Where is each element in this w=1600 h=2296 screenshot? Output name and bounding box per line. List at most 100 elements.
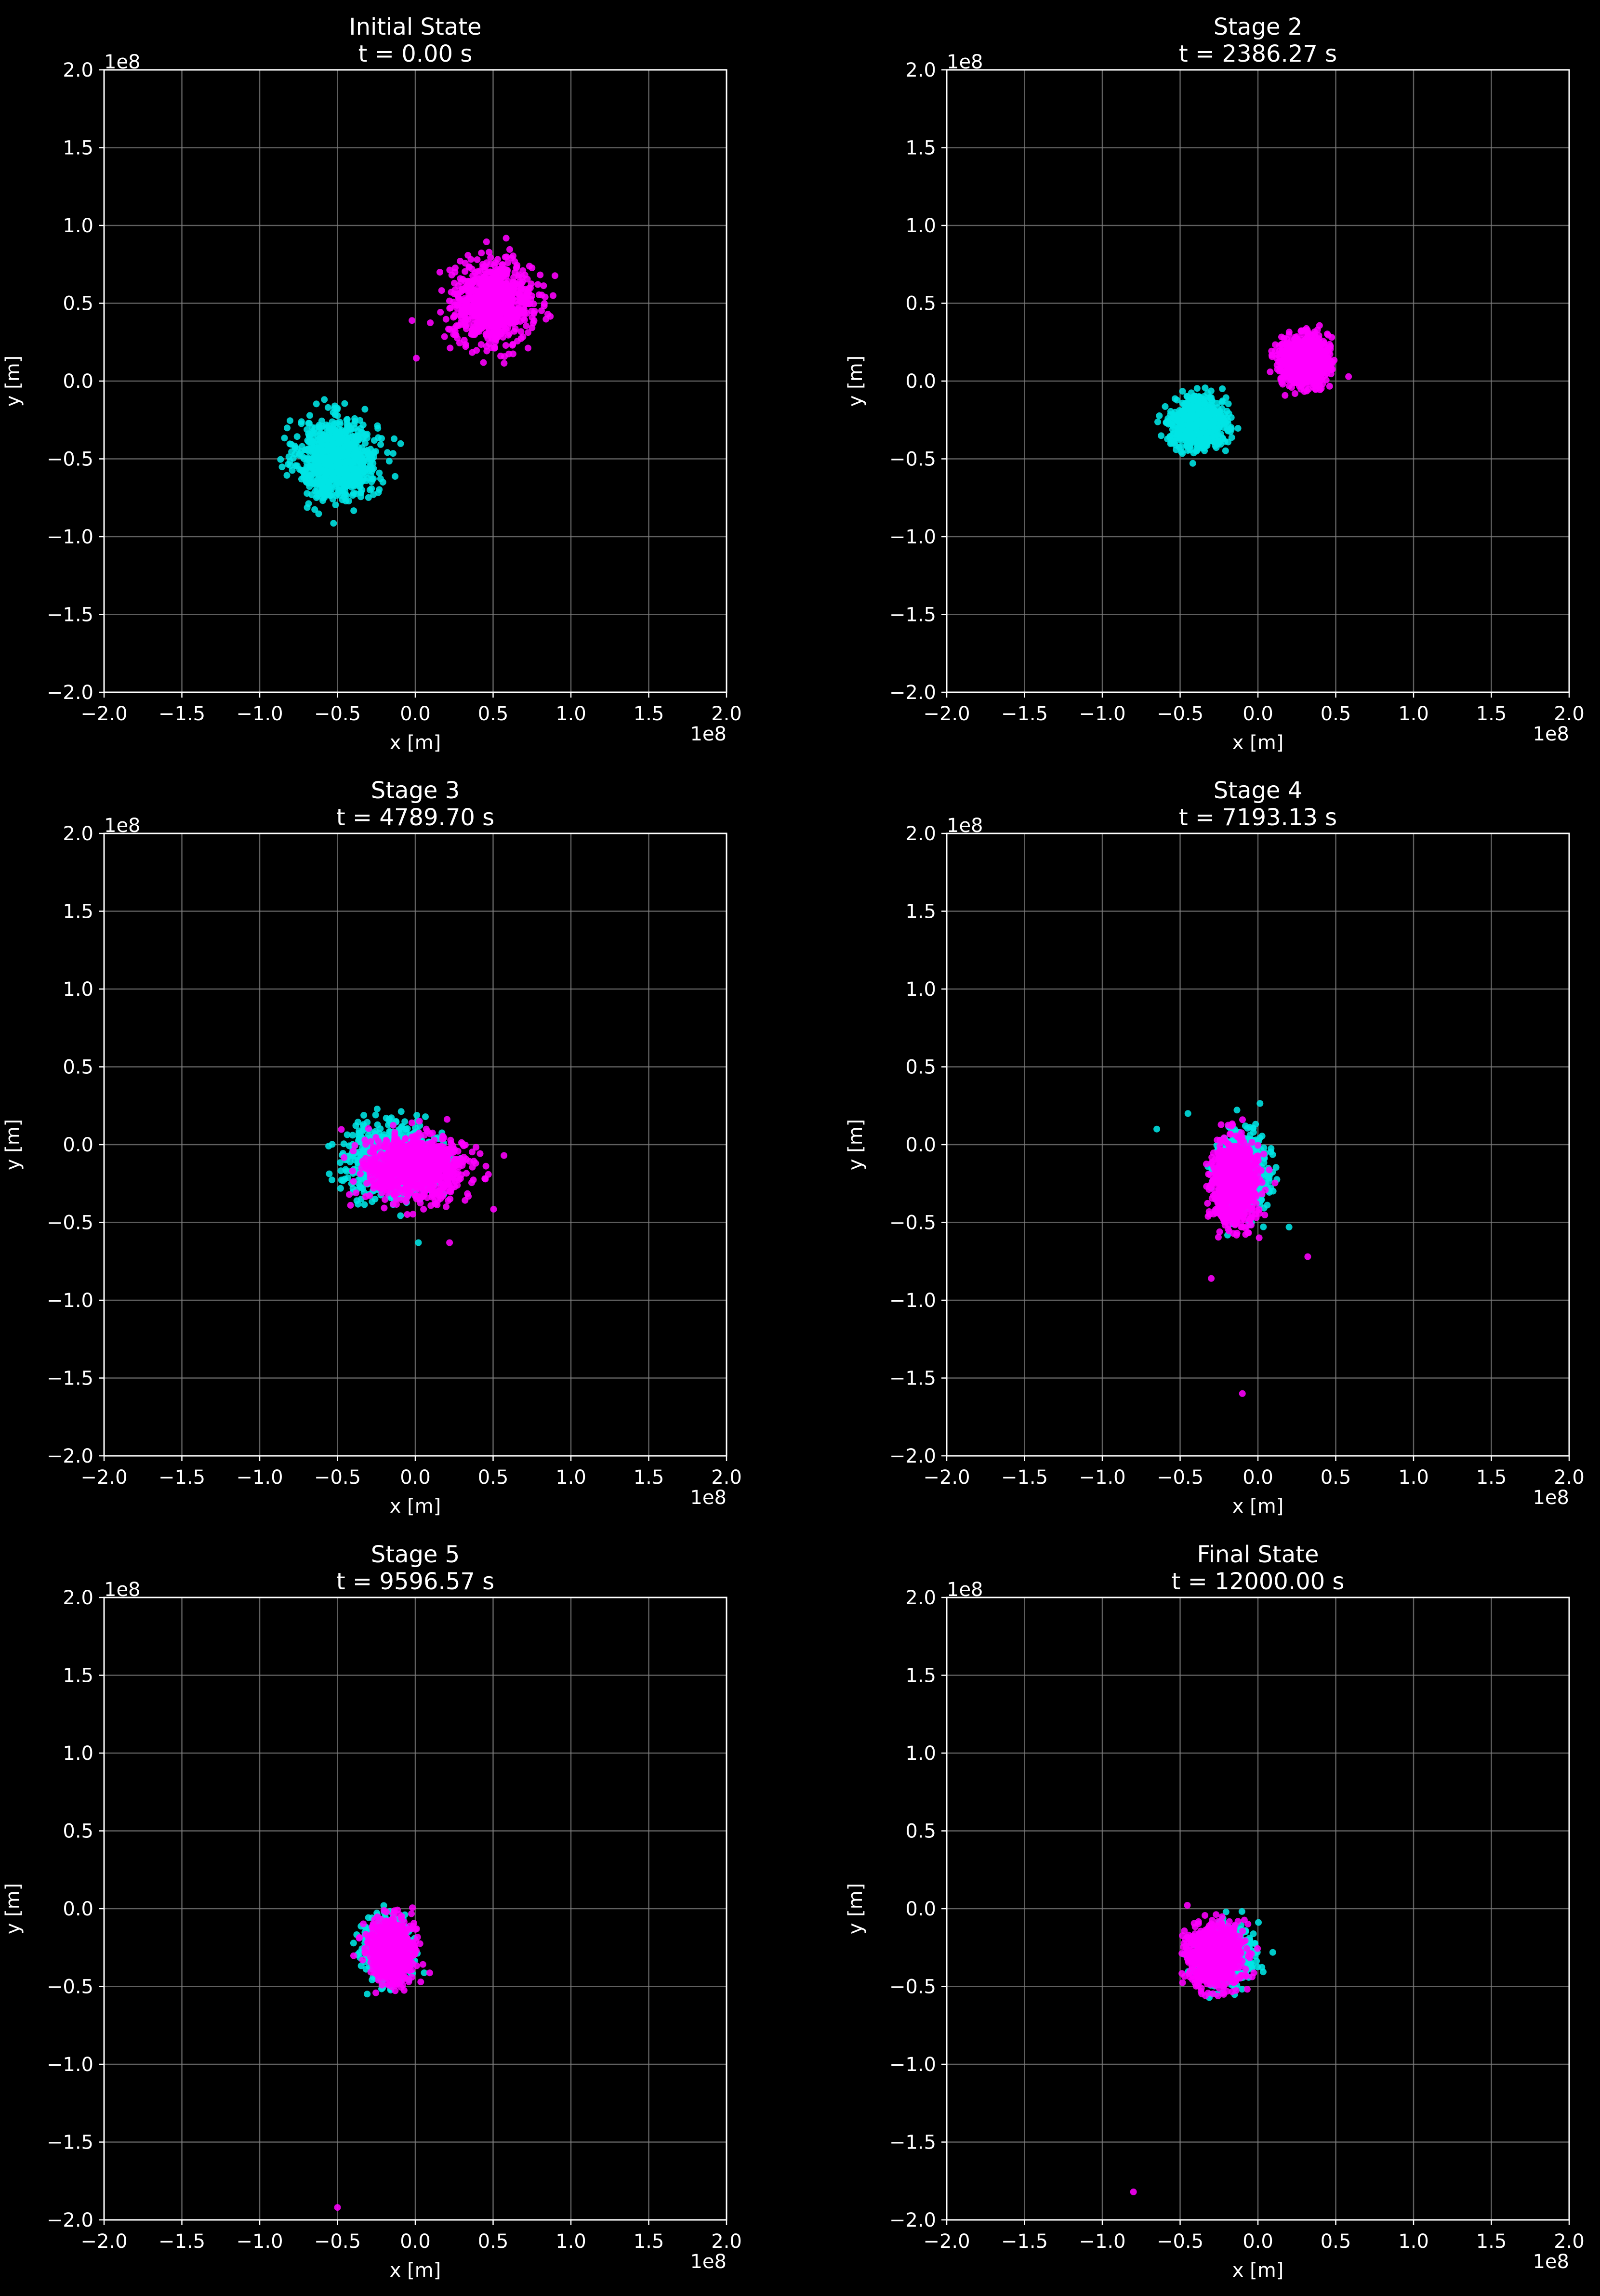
data-point: [1234, 425, 1242, 432]
data-point: [551, 272, 558, 279]
data-point: [1228, 425, 1235, 433]
data-point: [542, 316, 550, 323]
data-point: [359, 462, 367, 469]
data-point: [336, 436, 344, 443]
data-point: [314, 462, 321, 470]
subplot-subtitle: t = 2386.27 s: [1179, 40, 1337, 67]
y-tick-label: −1.5: [47, 1368, 93, 1390]
data-point: [312, 481, 319, 488]
data-point: [514, 338, 521, 345]
data-point: [355, 1130, 362, 1137]
y-tick-label: 0.5: [63, 293, 93, 315]
data-point: [370, 453, 378, 461]
data-point: [1176, 431, 1183, 438]
y-tick-label: −1.0: [47, 526, 93, 548]
data-point: [441, 333, 448, 340]
y-tick-label: 0.0: [63, 370, 93, 393]
data-point: [1163, 419, 1170, 426]
x-tick-label: 0.0: [400, 1466, 431, 1489]
data-point: [486, 249, 493, 256]
data-point: [287, 417, 293, 424]
data-point: [1219, 385, 1226, 392]
data-point: [293, 433, 301, 440]
data-point: [437, 309, 444, 316]
y-tick-label: 1.0: [63, 978, 93, 1001]
data-point: [310, 440, 317, 447]
data-point: [409, 317, 416, 324]
data-point: [464, 281, 472, 289]
data-point: [357, 425, 364, 432]
data-point: [306, 412, 313, 419]
data-point: [305, 420, 313, 427]
data-point: [529, 264, 536, 271]
data-point: [1306, 365, 1313, 372]
data-point: [503, 286, 510, 293]
x-tick-label: −2.0: [80, 1466, 127, 1489]
data-point: [516, 294, 523, 302]
data-point: [540, 282, 547, 290]
data-point: [327, 483, 334, 490]
data-point: [490, 1206, 497, 1213]
y-tick-label: −1.0: [889, 526, 936, 548]
data-point: [1327, 370, 1335, 378]
data-point: [333, 469, 340, 476]
data-point: [509, 342, 516, 349]
data-point: [528, 280, 535, 288]
data-point: [510, 252, 516, 260]
data-point: [331, 440, 339, 448]
data-point: [1154, 418, 1161, 425]
data-point: [502, 253, 509, 261]
data-point: [489, 290, 496, 297]
x-offset-label: 1e8: [690, 723, 727, 745]
data-point: [1267, 368, 1274, 375]
data-point: [340, 467, 347, 474]
x-tick-label: −2.0: [80, 703, 127, 725]
x-tick-label: 1.0: [555, 703, 586, 725]
subplot-title: Initial State: [349, 13, 481, 40]
data-point: [281, 435, 288, 442]
data-point: [339, 1177, 346, 1184]
y-tick-label: 1.5: [905, 137, 936, 159]
data-point: [365, 494, 372, 501]
data-point: [378, 435, 385, 442]
x-tick-label: −1.5: [159, 1466, 205, 1489]
data-point: [1311, 330, 1318, 338]
data-point: [284, 424, 291, 432]
data-point: [488, 268, 495, 276]
data-point: [349, 433, 357, 440]
data-point: [482, 317, 489, 324]
data-point: [521, 317, 528, 324]
data-point: [348, 469, 356, 476]
data-point: [438, 287, 445, 294]
data-point: [474, 304, 481, 312]
data-point: [360, 1112, 368, 1119]
data-point: [311, 506, 318, 513]
data-point: [1282, 392, 1289, 399]
data-point: [502, 342, 509, 349]
data-point: [508, 299, 516, 306]
x-axis-label: x [m]: [390, 732, 441, 754]
data-point: [523, 322, 530, 330]
data-point: [277, 456, 284, 463]
x-tick-label: −1.5: [1001, 703, 1048, 725]
data-point: [451, 264, 459, 272]
data-point: [493, 284, 501, 291]
data-point: [458, 286, 465, 293]
data-point: [422, 1113, 429, 1121]
data-point: [310, 454, 317, 461]
data-point: [1324, 331, 1332, 339]
x-tick-label: 0.5: [478, 1466, 509, 1489]
data-point: [1169, 423, 1177, 430]
x-tick-label: 0.5: [478, 703, 509, 725]
data-point: [472, 269, 479, 276]
data-point: [451, 279, 458, 287]
x-tick-label: −1.5: [159, 703, 205, 725]
data-point: [330, 409, 337, 416]
y-tick-label: 2.0: [63, 59, 93, 81]
data-point: [489, 306, 497, 313]
data-point: [364, 475, 371, 482]
data-point: [478, 273, 485, 280]
data-point: [447, 344, 454, 352]
data-point: [448, 271, 455, 278]
